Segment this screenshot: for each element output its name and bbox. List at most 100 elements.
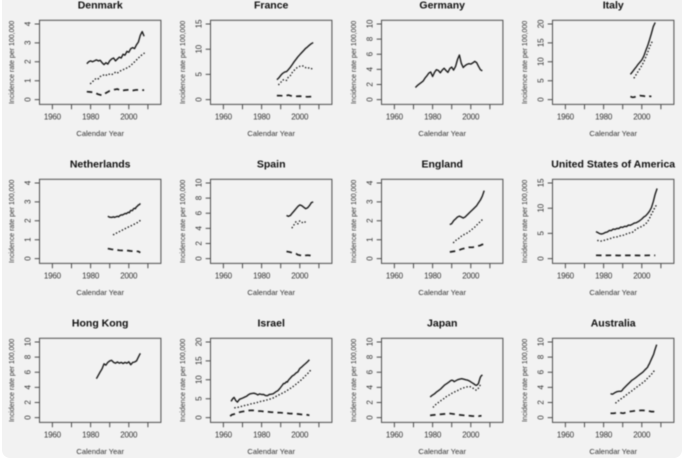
svg-text:6: 6 xyxy=(194,210,203,215)
svg-text:Incidence rate per 100,000: Incidence rate per 100,000 xyxy=(351,21,358,104)
svg-text:Calendar Year: Calendar Year xyxy=(418,288,466,297)
svg-text:1980: 1980 xyxy=(595,272,613,281)
svg-text:4: 4 xyxy=(23,180,32,185)
svg-text:8: 8 xyxy=(536,354,545,359)
svg-text:England: England xyxy=(421,158,462,170)
svg-text:Calendar Year: Calendar Year xyxy=(589,129,637,138)
svg-text:Calendar Year: Calendar Year xyxy=(247,129,295,138)
svg-text:0: 0 xyxy=(194,415,203,420)
svg-text:1: 1 xyxy=(365,237,374,242)
svg-text:8: 8 xyxy=(194,195,203,200)
svg-text:Calendar Year: Calendar Year xyxy=(76,447,124,456)
svg-text:2000: 2000 xyxy=(462,113,480,122)
svg-text:1960: 1960 xyxy=(557,431,575,440)
svg-text:1960: 1960 xyxy=(44,113,62,122)
svg-text:2000: 2000 xyxy=(291,113,309,122)
svg-text:Calendar Year: Calendar Year xyxy=(589,447,637,456)
svg-text:Japan: Japan xyxy=(427,317,457,329)
svg-text:1960: 1960 xyxy=(215,113,233,122)
svg-text:2: 2 xyxy=(23,59,32,64)
svg-text:0: 0 xyxy=(23,256,32,261)
svg-text:15: 15 xyxy=(536,178,545,187)
svg-text:20: 20 xyxy=(194,337,203,346)
svg-text:0: 0 xyxy=(23,415,32,420)
svg-text:1960: 1960 xyxy=(557,113,575,122)
svg-text:4: 4 xyxy=(23,385,32,390)
svg-text:2000: 2000 xyxy=(462,431,480,440)
svg-text:10: 10 xyxy=(536,57,545,66)
svg-text:Calendar Year: Calendar Year xyxy=(76,288,124,297)
svg-text:1960: 1960 xyxy=(557,272,575,281)
svg-text:United States of America: United States of America xyxy=(551,158,675,170)
svg-text:6: 6 xyxy=(536,369,545,374)
svg-text:1980: 1980 xyxy=(253,113,271,122)
svg-text:5: 5 xyxy=(194,396,203,401)
svg-text:0: 0 xyxy=(194,97,203,102)
svg-text:5: 5 xyxy=(536,78,545,83)
svg-text:2000: 2000 xyxy=(291,431,309,440)
svg-text:1960: 1960 xyxy=(386,431,404,440)
svg-text:8: 8 xyxy=(23,354,32,359)
svg-text:10: 10 xyxy=(194,44,203,53)
svg-text:Incidence rate per 100,000: Incidence rate per 100,000 xyxy=(9,339,16,422)
svg-text:Hong Kong: Hong Kong xyxy=(72,317,129,329)
svg-text:Israel: Israel xyxy=(257,317,285,329)
svg-text:4: 4 xyxy=(194,226,203,231)
svg-text:1980: 1980 xyxy=(82,431,100,440)
svg-text:2000: 2000 xyxy=(120,272,138,281)
svg-text:5: 5 xyxy=(194,72,203,77)
svg-text:15: 15 xyxy=(194,356,203,365)
svg-text:Incidence rate per 100,000: Incidence rate per 100,000 xyxy=(9,21,16,104)
svg-text:1960: 1960 xyxy=(44,272,62,281)
svg-text:Australia: Australia xyxy=(591,317,636,329)
svg-text:1960: 1960 xyxy=(215,272,233,281)
svg-text:0: 0 xyxy=(365,256,374,261)
svg-text:1980: 1980 xyxy=(424,113,442,122)
svg-text:10: 10 xyxy=(365,19,374,28)
svg-text:Denmark: Denmark xyxy=(78,0,123,11)
svg-text:15: 15 xyxy=(536,38,545,47)
svg-text:2: 2 xyxy=(365,82,374,87)
svg-text:4: 4 xyxy=(365,180,374,185)
svg-text:1: 1 xyxy=(23,78,32,83)
svg-text:2000: 2000 xyxy=(291,272,309,281)
svg-text:4: 4 xyxy=(23,21,32,26)
svg-text:2: 2 xyxy=(23,400,32,405)
svg-text:2000: 2000 xyxy=(120,431,138,440)
svg-text:Incidence rate per 100,000: Incidence rate per 100,000 xyxy=(522,180,529,263)
svg-text:Calendar Year: Calendar Year xyxy=(247,288,295,297)
svg-text:Incidence rate per 100,000: Incidence rate per 100,000 xyxy=(522,339,529,422)
svg-text:0: 0 xyxy=(365,415,374,420)
svg-text:2: 2 xyxy=(536,400,545,405)
svg-text:Incidence rate per 100,000: Incidence rate per 100,000 xyxy=(180,21,187,104)
svg-text:0: 0 xyxy=(365,97,374,102)
svg-text:2000: 2000 xyxy=(633,431,651,440)
svg-text:Incidence rate per 100,000: Incidence rate per 100,000 xyxy=(351,180,358,263)
svg-text:Germany: Germany xyxy=(419,0,465,11)
svg-text:6: 6 xyxy=(365,51,374,56)
svg-text:Italy: Italy xyxy=(603,0,624,11)
svg-text:20: 20 xyxy=(536,19,545,28)
svg-text:Calendar Year: Calendar Year xyxy=(418,447,466,456)
svg-text:2: 2 xyxy=(194,241,203,246)
svg-text:0: 0 xyxy=(23,97,32,102)
svg-text:10: 10 xyxy=(23,337,32,346)
svg-text:1960: 1960 xyxy=(215,431,233,440)
svg-text:France: France xyxy=(254,0,289,11)
svg-text:1980: 1980 xyxy=(424,431,442,440)
svg-text:1960: 1960 xyxy=(386,272,404,281)
svg-text:10: 10 xyxy=(536,203,545,212)
svg-text:2: 2 xyxy=(23,218,32,223)
svg-text:1980: 1980 xyxy=(253,272,271,281)
svg-text:6: 6 xyxy=(365,369,374,374)
svg-text:8: 8 xyxy=(365,36,374,41)
svg-text:1960: 1960 xyxy=(44,431,62,440)
svg-text:1980: 1980 xyxy=(82,272,100,281)
svg-text:Calendar Year: Calendar Year xyxy=(247,447,295,456)
svg-text:0: 0 xyxy=(536,256,545,261)
svg-text:1: 1 xyxy=(23,237,32,242)
svg-text:3: 3 xyxy=(23,40,32,45)
svg-text:Incidence rate per 100,000: Incidence rate per 100,000 xyxy=(180,180,187,263)
svg-text:0: 0 xyxy=(194,256,203,261)
svg-text:2000: 2000 xyxy=(633,113,651,122)
